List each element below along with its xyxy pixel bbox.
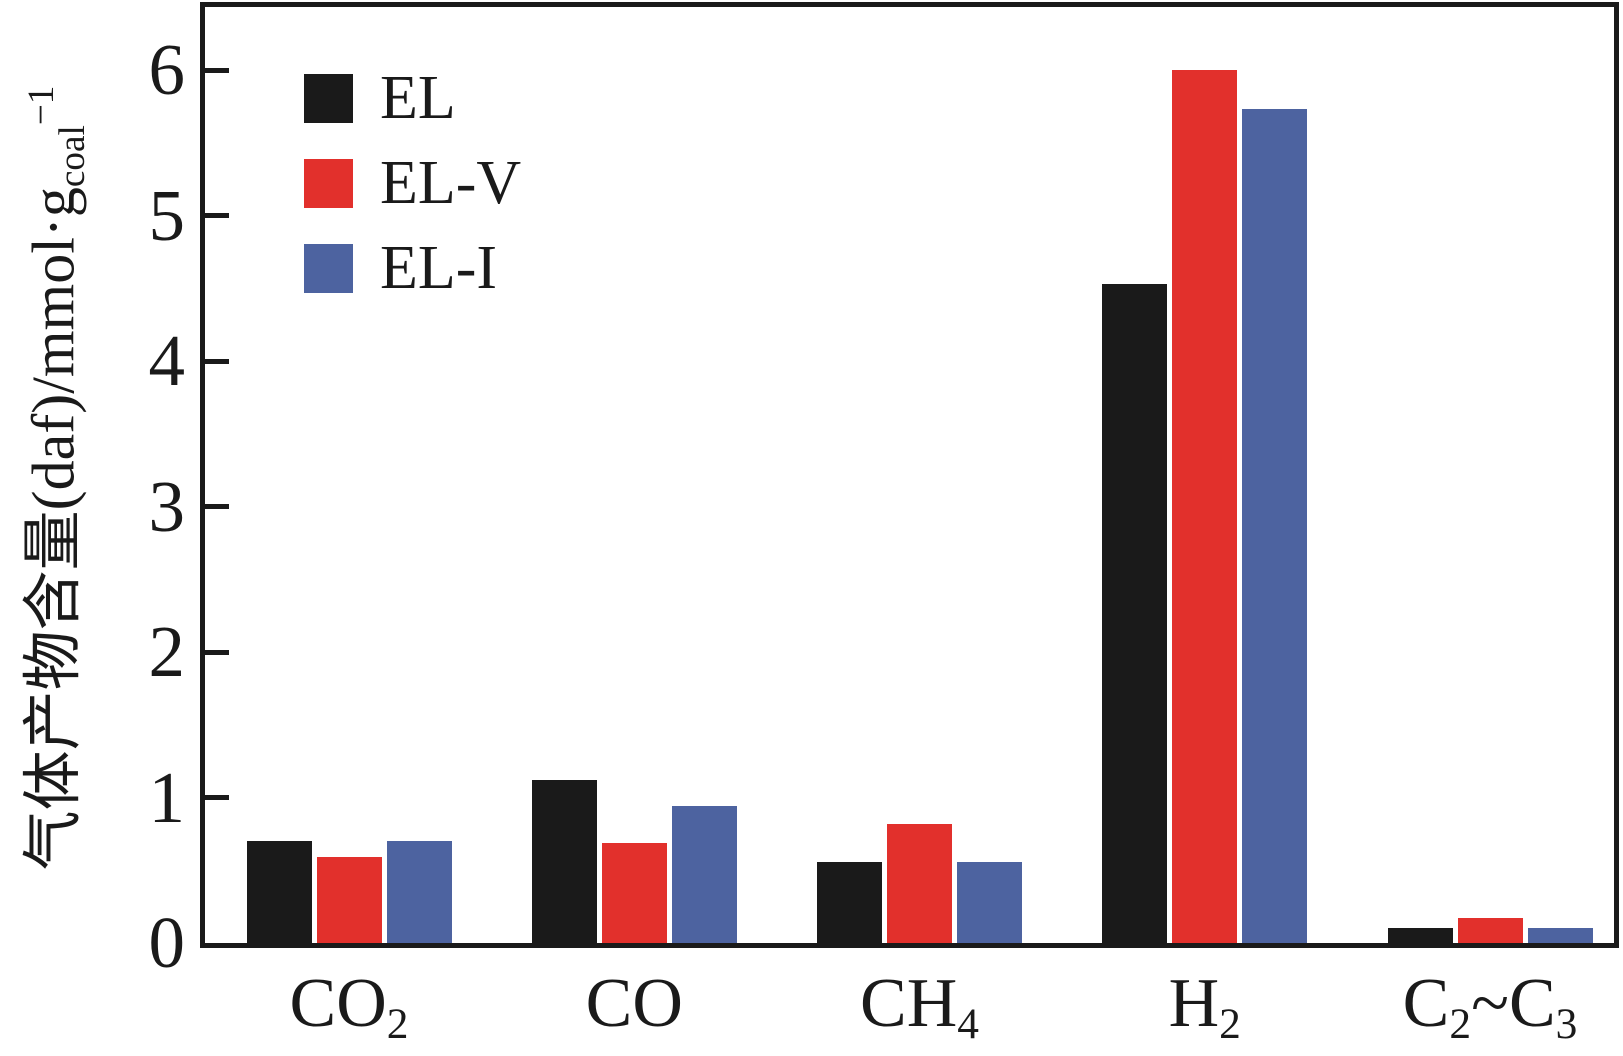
y-axis-tick-label-3: 3 [148,465,186,547]
bar-el-v-h2 [1172,70,1238,943]
legend-label-el: EL [380,64,456,132]
label-text: C [1508,965,1556,1042]
legend-item-el-v: EL-V [304,149,522,217]
y-axis-tick-label-2: 2 [148,611,186,692]
bar-el-h2 [1102,283,1168,943]
bar-el-v-co2 [316,857,382,943]
label-superscript: −1 [20,85,62,126]
plot-area [200,2,1619,948]
legend-label-el-i: EL-I [380,234,498,302]
bar-el-v-co [601,842,667,943]
bar-el-i-ch4 [957,861,1022,943]
label-subscript: 2 [386,1000,409,1049]
x-axis-label-co: CO [586,956,683,1051]
y-axis-tick-label-0: 0 [148,902,186,983]
x-axis-label-c2c3: C2~C3 [1403,956,1578,1056]
y-axis-tick-label-4: 4 [148,320,186,401]
bar-el-co2 [246,841,312,943]
bar-el-ch4 [817,861,882,943]
bar-el-i-c2c3 [1527,928,1593,943]
bar-el-v-ch4 [887,823,952,943]
label-text: CO [585,965,683,1042]
y-axis-tick-4 [205,358,229,364]
x-axis-label-ch4: CH4 [860,956,979,1056]
y-axis-tick-5 [205,213,229,218]
y-axis-tick-1 [205,795,229,800]
y-axis-tick-3 [205,504,229,509]
x-axis-label-co2: CO2 [290,956,409,1056]
bar-el-i-co2 [386,841,452,943]
label-text: CO [289,965,387,1042]
label-text: ~ [1471,965,1509,1042]
bar-el-i-h2 [1242,109,1308,943]
label-text: CH [860,965,958,1042]
legend-item-el-i: EL-I [304,234,521,302]
y-axis-tick-6 [205,67,229,73]
label-text: H [1168,965,1220,1042]
legend-swatch-el [304,74,353,123]
legend-label-el-v: EL-V [380,149,522,217]
x-axis-label-h2: H2 [1169,956,1241,1056]
legend-swatch-el-v [304,159,353,208]
bar-el-v-c2c3 [1457,918,1523,943]
bar-el-co [531,780,597,943]
legend: EL EL-V EL-I [304,64,522,302]
label-subscript: 4 [957,1000,979,1049]
legend-item-el: EL [304,64,521,132]
legend-swatch-el-i [304,244,353,293]
label-text: C [1402,965,1450,1042]
bar-el-c2c3 [1387,928,1453,943]
y-axis-tick-label-5: 5 [148,174,186,256]
y-axis-tick-2 [205,649,229,655]
label-subscript: 2 [1449,1000,1472,1049]
y-axis-tick-label-1: 1 [148,756,186,838]
bar-el-i-co [671,806,737,943]
y-axis-tick-label-6: 6 [148,29,186,110]
plot-inner [205,7,1614,943]
label-subscript: 2 [1219,1000,1241,1049]
label-subscript: 3 [1555,1000,1578,1049]
